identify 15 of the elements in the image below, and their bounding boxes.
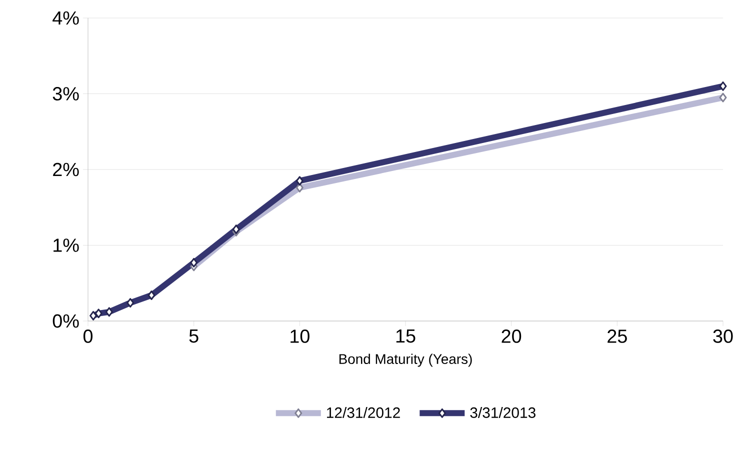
y-tick-label: 4% — [52, 11, 79, 25]
x-tick-label: 25 — [608, 330, 627, 343]
x-axis-title: Bond Maturity (Years) — [339, 354, 472, 367]
x-tick-label: 10 — [290, 330, 310, 343]
y-tick-label: 3% — [52, 87, 79, 100]
legend-label: 3/31/2013 — [470, 406, 536, 418]
x-tick-label: 5 — [189, 330, 198, 343]
y-tick-label: 2% — [53, 162, 79, 176]
x-tick-label: 30 — [713, 330, 733, 343]
x-tick-label: 20 — [502, 330, 522, 343]
x-tick-label: 15 — [396, 330, 416, 343]
legend-label: 12/31/2012 — [327, 406, 400, 418]
x-tick-label: 0 — [83, 330, 93, 343]
y-tick-label: 0% — [52, 314, 79, 328]
y-tick-label: 1% — [54, 238, 79, 252]
